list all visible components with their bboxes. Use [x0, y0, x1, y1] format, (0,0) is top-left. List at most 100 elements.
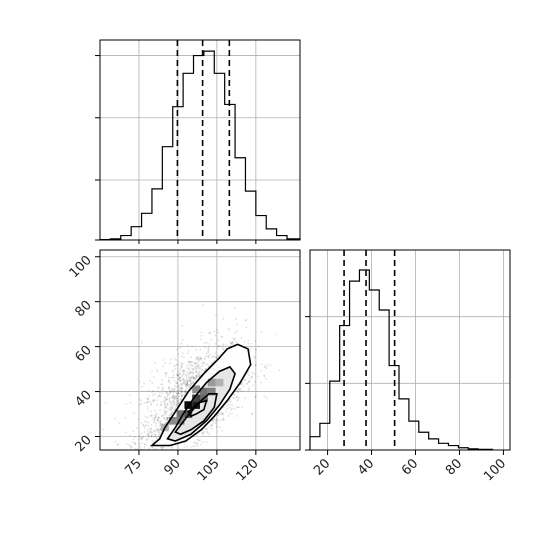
- scatter-point: [187, 374, 189, 377]
- scatter-point: [222, 412, 224, 415]
- scatter-point: [178, 401, 181, 404]
- scatter-point: [142, 423, 145, 426]
- scatter-point: [176, 400, 179, 402]
- scatter-point: [192, 376, 194, 379]
- scatter-point: [164, 399, 166, 401]
- scatter-point: [164, 413, 167, 416]
- scatter-point: [175, 397, 178, 400]
- scatter-point: [175, 403, 178, 406]
- scatter-point: [168, 379, 171, 382]
- scatter-point: [157, 429, 160, 432]
- scatter-point: [230, 342, 232, 345]
- scatter-point: [150, 427, 153, 430]
- scatter-point: [144, 461, 146, 463]
- scatter-point: [207, 365, 210, 368]
- scatter-point: [186, 378, 188, 380]
- scatter-point: [195, 375, 198, 378]
- scatter-point: [185, 387, 188, 389]
- scatter-point: [180, 375, 183, 378]
- scatter-point: [227, 415, 230, 418]
- scatter-point: [212, 354, 215, 357]
- scatter-point: [202, 362, 205, 364]
- scatter-point: [189, 364, 192, 367]
- scatter-point: [235, 395, 238, 398]
- scatter-point: [130, 445, 133, 448]
- scatter-point: [159, 391, 161, 394]
- scatter-point: [254, 395, 257, 398]
- scatter-point: [181, 394, 184, 397]
- scatter-point: [161, 389, 164, 392]
- scatter-point: [205, 352, 208, 355]
- scatter-point: [148, 433, 150, 436]
- scatter-point: [196, 439, 199, 441]
- scatter-point: [165, 406, 167, 409]
- scatter-point: [146, 401, 149, 403]
- scatter-point: [153, 399, 156, 401]
- scatter-point: [189, 377, 192, 380]
- scatter-point: [180, 389, 183, 392]
- scatter-point: [143, 382, 146, 385]
- scatter-point: [208, 332, 210, 334]
- scatter-point: [266, 363, 269, 366]
- scatter-point: [235, 323, 238, 326]
- scatter-point: [215, 420, 217, 422]
- scatter-point: [157, 474, 159, 476]
- scatter-point: [167, 416, 170, 419]
- scatter-point: [180, 398, 182, 401]
- density-cell: [176, 410, 185, 418]
- scatter-point: [202, 304, 204, 306]
- scatter-point: [232, 337, 235, 339]
- scatter-point: [144, 443, 147, 446]
- scatter-point: [197, 355, 199, 358]
- scatter-point: [175, 395, 177, 398]
- scatter-point: [188, 378, 191, 381]
- scatter-point: [177, 384, 180, 387]
- scatter-point: [236, 399, 239, 402]
- scatter-point: [181, 391, 183, 394]
- scatter-point: [169, 397, 172, 399]
- scatter-point: [215, 418, 218, 421]
- scatter-point: [179, 379, 182, 382]
- scatter-point: [149, 402, 152, 405]
- scatter-point: [223, 418, 225, 421]
- scatter-point: [173, 408, 176, 411]
- scatter-point: [157, 386, 160, 389]
- scatter-point: [160, 383, 163, 386]
- scatter-point: [146, 433, 149, 436]
- scatter-point: [185, 383, 187, 386]
- scatter-point: [150, 403, 153, 406]
- scatter-point: [208, 354, 210, 357]
- scatter-point: [207, 431, 209, 434]
- scatter-point: [166, 403, 169, 406]
- scatter-point: [217, 345, 219, 348]
- scatter-point: [114, 440, 117, 443]
- scatter-point: [198, 439, 201, 441]
- scatter-point: [161, 451, 163, 453]
- scatter-point: [260, 363, 263, 366]
- x-tick-label: 120: [234, 456, 262, 484]
- scatter-point: [166, 418, 169, 420]
- scatter-point: [183, 369, 185, 372]
- scatter-point: [140, 442, 143, 445]
- scatter-point: [147, 424, 150, 427]
- scatter-point: [199, 367, 202, 370]
- scatter-point: [143, 460, 145, 462]
- scatter-point: [185, 454, 187, 456]
- scatter-point: [169, 455, 171, 457]
- scatter-point: [155, 460, 157, 462]
- scatter-point: [247, 389, 250, 392]
- scatter-point: [179, 458, 181, 460]
- scatter-point: [159, 422, 162, 425]
- scatter-point: [174, 357, 177, 360]
- scatter-point: [171, 446, 173, 449]
- scatter-point: [212, 420, 215, 422]
- scatter-point: [162, 365, 164, 368]
- scatter-point: [207, 355, 209, 358]
- scatter-point: [174, 395, 177, 398]
- scatter-point: [168, 399, 171, 402]
- scatter-point: [138, 443, 141, 445]
- scatter-point: [170, 401, 173, 404]
- scatter-point: [175, 406, 178, 409]
- scatter-point: [196, 445, 199, 448]
- scatter-point: [116, 443, 119, 446]
